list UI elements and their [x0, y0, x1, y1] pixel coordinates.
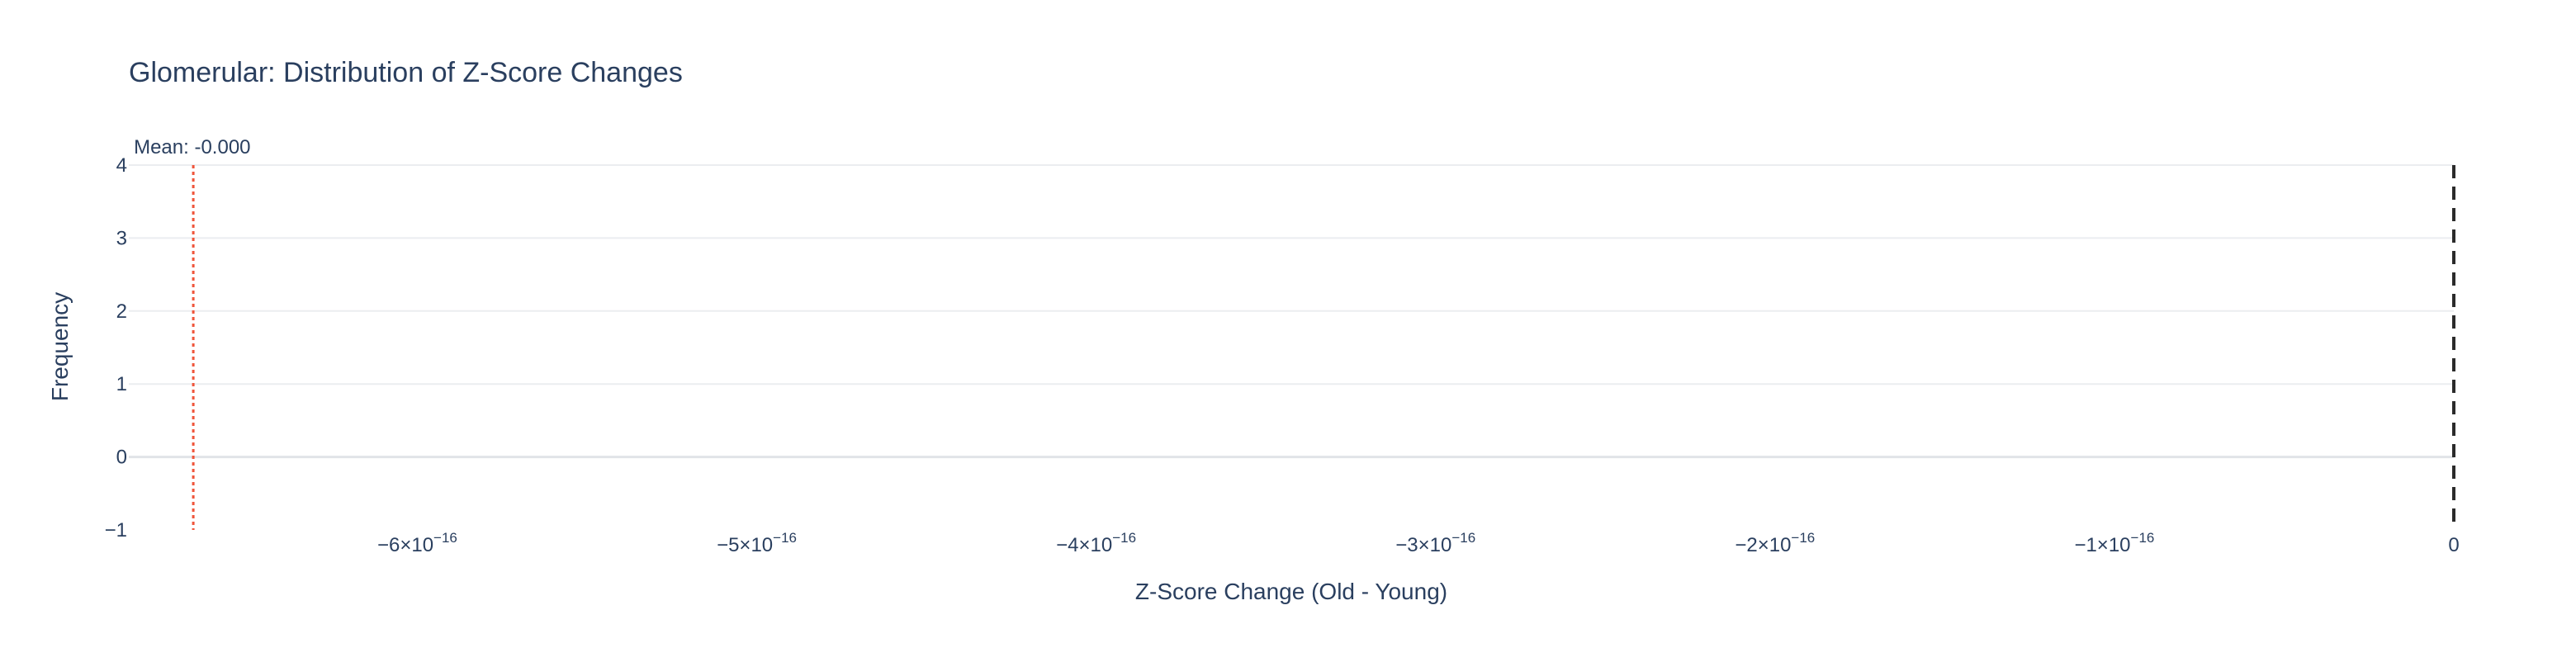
mean-line-label: Mean: -0.000 — [134, 136, 250, 158]
y-tick-label: 2 — [116, 300, 127, 323]
x-tick-label: −2×10−16 — [1735, 530, 1815, 556]
x-axis-title: Z-Score Change (Old - Young) — [1135, 579, 1447, 604]
y-tick-label: 0 — [116, 447, 127, 469]
x-tick-label: −3×10−16 — [1395, 530, 1475, 556]
x-tick-mantissa: −4×10 — [1056, 534, 1112, 556]
x-tick-label: −1×10−16 — [2074, 530, 2154, 556]
x-tick-exponent: −16 — [1112, 530, 1136, 546]
y-axis-ticks: −1 0 1 2 3 4 — [105, 154, 127, 541]
x-tick-mantissa: −5×10 — [717, 534, 773, 556]
x-tick-mantissa: −6×10 — [377, 534, 433, 556]
x-tick-label: −5×10−16 — [717, 530, 797, 556]
x-tick-exponent: −16 — [773, 530, 797, 546]
x-tick-mantissa: −1×10 — [2074, 534, 2130, 556]
x-tick-exponent: −16 — [433, 530, 457, 546]
x-tick-exponent: −16 — [1791, 530, 1815, 546]
y-tick-label: 1 — [116, 373, 127, 395]
x-tick-mantissa: −3×10 — [1395, 534, 1451, 556]
y-tick-label: −1 — [105, 519, 127, 541]
x-tick-exponent: −16 — [1451, 530, 1475, 546]
reference-lines: Mean: -0.000 — [134, 136, 2455, 530]
y-axis-title: Frequency — [47, 292, 73, 401]
chart-title: Glomerular: Distribution of Z-Score Chan… — [129, 57, 683, 88]
x-tick-exponent: −16 — [2131, 530, 2155, 546]
x-tick-mantissa: 0 — [2448, 534, 2459, 556]
x-tick-mantissa: −2×10 — [1735, 534, 1791, 556]
x-axis-ticks: −6×10−16 −5×10−16 −4×10−16 −3×10−16 −2×10−16… — [377, 530, 2460, 556]
x-tick-label: −6×10−16 — [377, 530, 457, 556]
x-tick-label: 0 — [2448, 534, 2459, 556]
y-tick-label: 4 — [116, 154, 127, 177]
x-tick-label: −4×10−16 — [1056, 530, 1136, 556]
y-tick-label: 3 — [116, 227, 127, 249]
gridlines — [129, 164, 2454, 459]
